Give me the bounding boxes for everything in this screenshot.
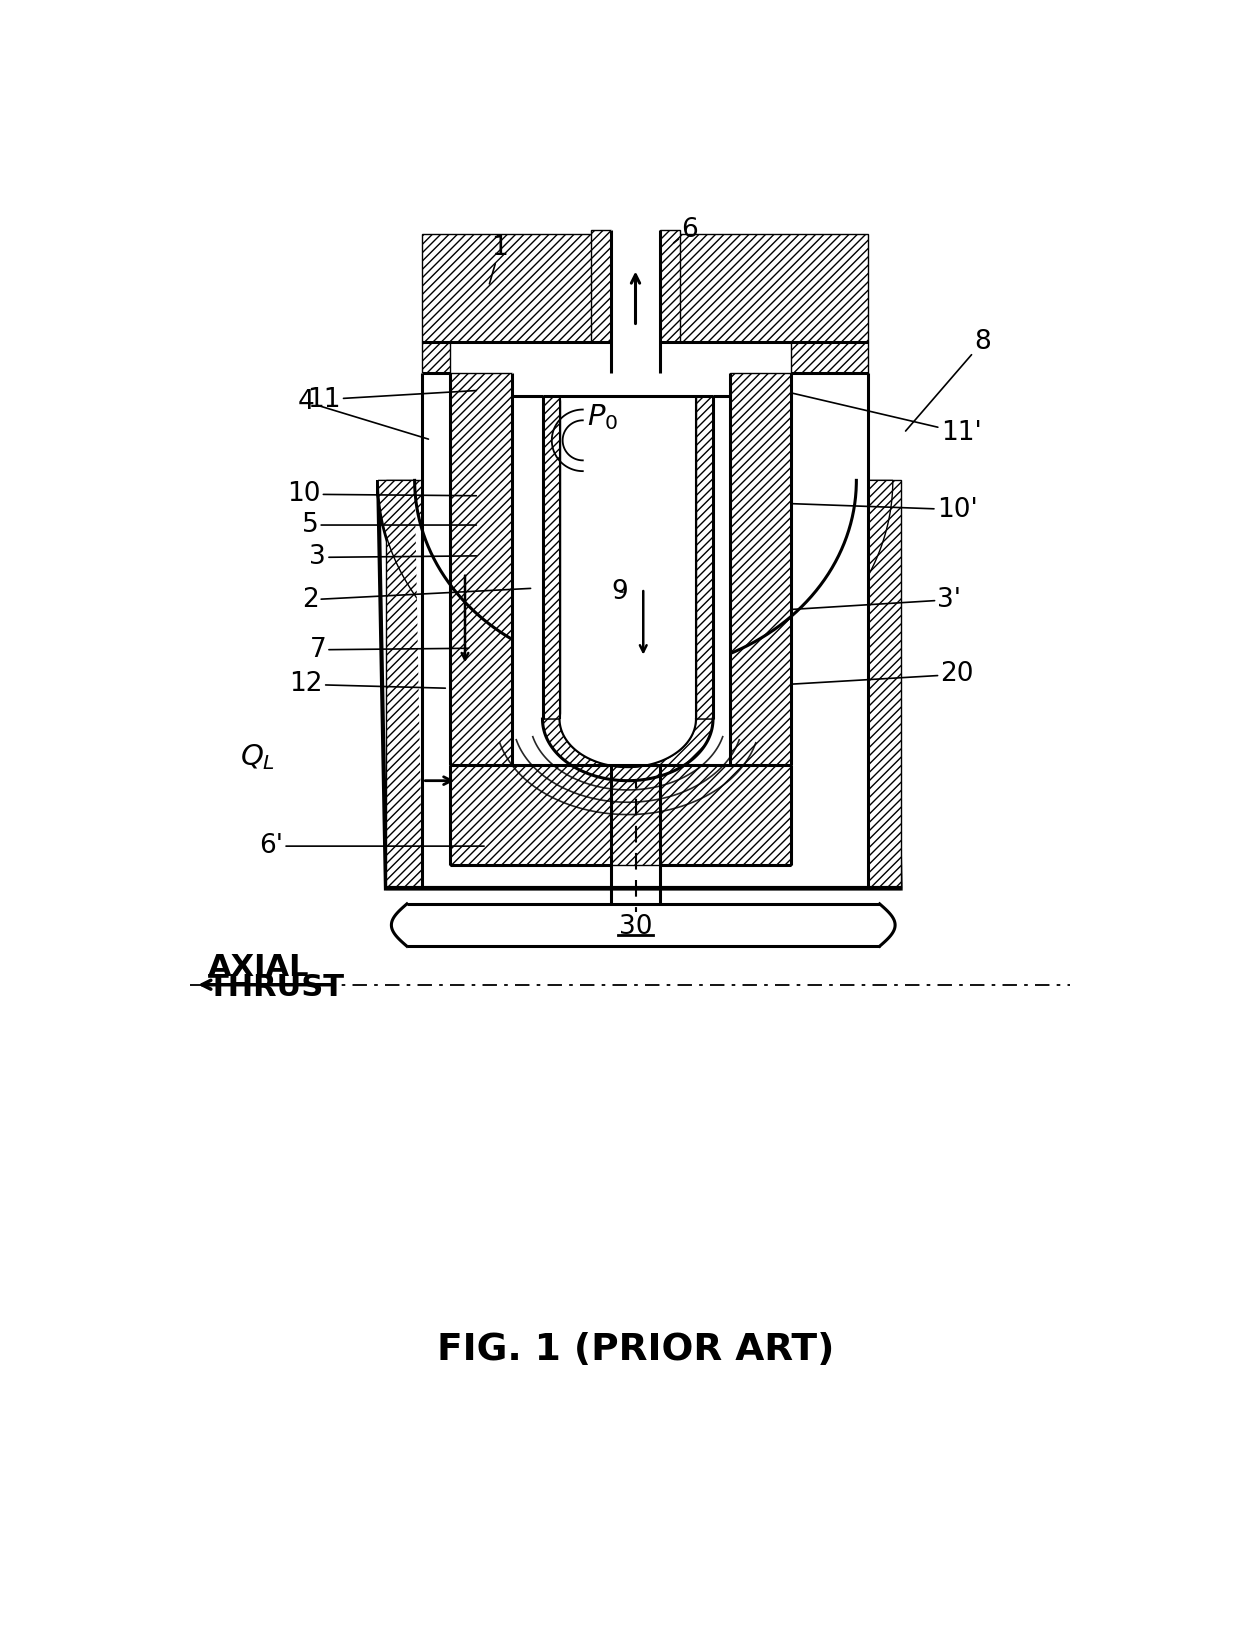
Polygon shape	[423, 373, 868, 888]
Polygon shape	[591, 230, 611, 342]
Polygon shape	[378, 481, 614, 702]
Text: THRUST: THRUST	[207, 973, 345, 1002]
Polygon shape	[511, 373, 730, 766]
Polygon shape	[386, 481, 423, 888]
Text: 1: 1	[490, 235, 508, 283]
Polygon shape	[657, 481, 893, 702]
Text: 8: 8	[905, 329, 991, 432]
Polygon shape	[791, 342, 868, 373]
Text: 4: 4	[298, 389, 429, 440]
Polygon shape	[730, 373, 791, 766]
Text: 10: 10	[286, 481, 476, 507]
Text: AXIAL: AXIAL	[207, 953, 309, 982]
Text: 3: 3	[309, 544, 476, 570]
Text: 12: 12	[289, 671, 445, 697]
Polygon shape	[378, 481, 900, 888]
Text: FIG. 1 (PRIOR ART): FIG. 1 (PRIOR ART)	[436, 1333, 835, 1368]
Text: 3': 3'	[791, 586, 961, 613]
Text: 30: 30	[619, 914, 652, 940]
Polygon shape	[449, 766, 791, 865]
Polygon shape	[449, 373, 511, 766]
Polygon shape	[696, 396, 713, 718]
Polygon shape	[660, 230, 680, 342]
Text: 7: 7	[309, 637, 469, 663]
Polygon shape	[868, 481, 900, 888]
Polygon shape	[423, 235, 611, 342]
Text: 11: 11	[308, 386, 476, 412]
Polygon shape	[543, 718, 713, 780]
Polygon shape	[611, 230, 660, 373]
Polygon shape	[423, 342, 449, 373]
Text: 20: 20	[791, 661, 973, 687]
Polygon shape	[660, 235, 868, 342]
Text: $Q_L$: $Q_L$	[241, 743, 275, 772]
Text: 5: 5	[301, 512, 476, 538]
Text: 9: 9	[611, 578, 629, 604]
Text: 6': 6'	[259, 832, 484, 858]
Text: 10': 10'	[791, 497, 977, 523]
Text: $P_0$: $P_0$	[588, 402, 619, 432]
Polygon shape	[414, 481, 868, 888]
Polygon shape	[543, 396, 559, 718]
Text: 6: 6	[673, 217, 698, 243]
Text: 2: 2	[301, 586, 531, 613]
Polygon shape	[559, 396, 696, 767]
Text: 11': 11'	[791, 393, 981, 446]
